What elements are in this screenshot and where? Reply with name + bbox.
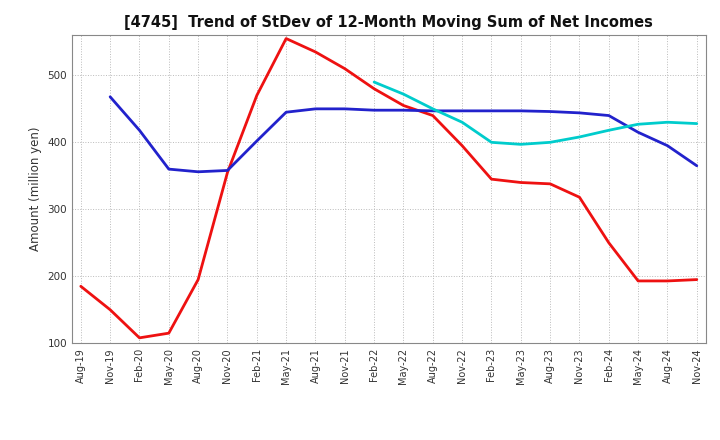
Title: [4745]  Trend of StDev of 12-Month Moving Sum of Net Incomes: [4745] Trend of StDev of 12-Month Moving… [125,15,653,30]
Y-axis label: Amount (million yen): Amount (million yen) [29,127,42,251]
